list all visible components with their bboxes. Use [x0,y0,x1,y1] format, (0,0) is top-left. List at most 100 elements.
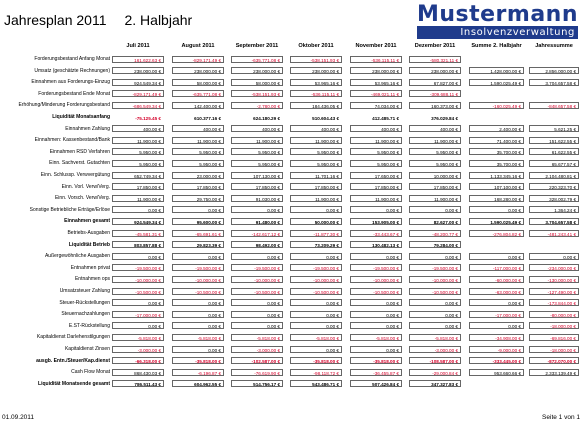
table-cell: 0,00 € [172,206,224,214]
table-cell: 0,00 € [409,252,461,260]
table-cell: 0,00 € [112,322,164,330]
table-cell: 510.604,43 € [290,113,342,121]
row-label: Einn. Sachverst. Gutachten [49,160,110,167]
table-cell: 130.482,13 € [350,241,402,249]
row-label: Sonstige Betriebliche Erträge/Erlöse [29,206,110,213]
table-cell: -481.243,41 € [529,229,579,237]
table-cell: 238.000,00 € [231,67,283,75]
table-cell: -19.500,00 € [350,264,402,272]
table-cell: -829.171,49 € [172,55,224,63]
row-label: Erhöhung/Minderung Forderungsbestand [18,102,110,109]
table-cell: 0,00 € [350,310,402,318]
table-cell: 0,00 € [350,206,402,214]
table-cell: -173.844,00 € [529,299,579,307]
table-cell: 3.704.657,58 € [529,78,579,86]
table-cell: 2.400,00 € [469,125,524,133]
table-cell: -234.000,00 € [529,264,579,272]
table-cell: 5.950,00 € [231,148,283,156]
table-cell: 2.856.000,00 € [529,67,579,75]
row-label: Umsatzsteuer Zahlung [59,288,110,294]
table-cell: -872.070,00 € [529,357,579,365]
table-cell: -65.691,61 € [172,229,224,237]
table-cell: -276.804,82 € [469,229,524,237]
table-cell: 2.104.480,81 € [529,171,579,179]
table-cell: 17.850,00 € [112,183,164,191]
table-cell: 0,00 € [172,310,224,318]
row-label: Entnahmen ops [74,276,110,283]
table-cell: 82.627,00 € [409,217,461,225]
table-cell: 3.704.657,58 € [529,217,579,225]
table-cell: 98.492,00 € [231,241,283,249]
table-cell: -3.000,00 € [112,345,164,353]
table-cell: -635.771,08 € [172,90,224,98]
table-cell: 53.965,16 € [350,78,402,86]
table-cell: 412.485,71 € [350,113,402,121]
table-cell: -10.000,00 € [290,275,342,283]
row-label: Forderungsbestand Anfang Monat [34,56,110,62]
row-label: Außergewöhnliche Ausgaben [44,253,110,260]
table-cell: -69.816,00 € [529,333,579,341]
table-cell: -80.000,00 € [529,310,579,318]
table-cell: 35.700,00 € [469,148,524,156]
table-cell: -3.000,00 € [409,345,461,353]
table-cell: 17.850,00 € [350,183,402,191]
column-header: Dezember 2011 [414,43,456,49]
subtitle-text: 2. Halbjahr [124,12,193,28]
table-cell: 0,00 € [231,252,283,260]
table-cell: 514.756,17 € [231,380,283,388]
table-cell: -333.445,00 € [469,357,524,365]
table-cell: 5.621,25 € [529,125,579,133]
table-cell: 5.950,00 € [172,159,224,167]
table-cell: 29.750,00 € [172,194,224,202]
table-cell: -10.000,00 € [409,275,461,283]
table-cell: 11.900,00 € [409,136,461,144]
table-cell: 924.549,34 € [112,217,164,225]
row-label: ausgb. Entn./Steuer/Kap.dienst [36,357,110,364]
table-cell: 91.480,00 € [231,217,283,225]
table-cell: 0,00 € [290,206,342,214]
row-label: E.ST-Rückstellung [68,322,110,329]
table-cell: 400,00 € [290,125,342,133]
table-cell: -33.443,67 € [350,229,402,237]
table-cell: -108.587,00 € [409,357,461,365]
column-header: Juli 2011 [126,43,150,49]
table-cell: -5.818,00 € [290,333,342,341]
table-cell: 11.701,16 € [290,171,342,179]
company-logo: Mustermann Insolvenzverwaltung [416,4,578,39]
table-cell: -18.000,00 € [529,345,579,353]
table-cell: 238.000,00 € [172,67,224,75]
table-cell: 5.950,00 € [172,148,224,156]
table-cell: -45.581,31 € [112,229,164,237]
row-label: Liquidität Betrieb [68,241,110,248]
table-cell: 107.130,00 € [231,171,283,179]
table-cell: -10.500,00 € [231,287,283,295]
table-cell: -29.000,84 € [409,368,461,376]
table-cell: 5.950,00 € [409,159,461,167]
table-cell: 220.323,70 € [529,183,579,191]
table-cell: -10.500,00 € [172,287,224,295]
table-cell: 91.030,00 € [231,194,283,202]
table-cell: 17.850,00 € [290,183,342,191]
row-label: Entnahmen privat [70,264,110,271]
column-header: August 2011 [181,43,215,49]
table-cell: -829.171,49 € [112,90,164,98]
table-cell: -19.500,00 € [231,264,283,272]
table-cell: -35.818,00 € [350,357,402,365]
table-cell: -536.115,11 € [350,55,402,63]
table-cell: 73.209,29 € [290,241,342,249]
table-cell: 74.034,00 € [350,101,402,109]
table-cell: -538.151,93 € [231,90,283,98]
table-cell: 95.600,00 € [172,217,224,225]
column-header: Summe 2. Halbjahr [471,43,522,49]
table-cell: 0,00 € [290,252,342,260]
table-cell: 5.950,00 € [290,159,342,167]
table-cell: 803.857,88 € [112,241,164,249]
column-header: Oktober 2011 [298,43,334,49]
table-cell: 400,00 € [112,125,164,133]
table-cell: 11.900,00 € [112,194,164,202]
table-cell: -63.000,00 € [469,287,524,295]
table-cell: -538.151,93 € [290,55,342,63]
table-cell: 347.327,83 € [409,380,461,388]
table-cell: 17.650,00 € [350,171,402,179]
table-cell: -536.115,11 € [290,90,342,98]
